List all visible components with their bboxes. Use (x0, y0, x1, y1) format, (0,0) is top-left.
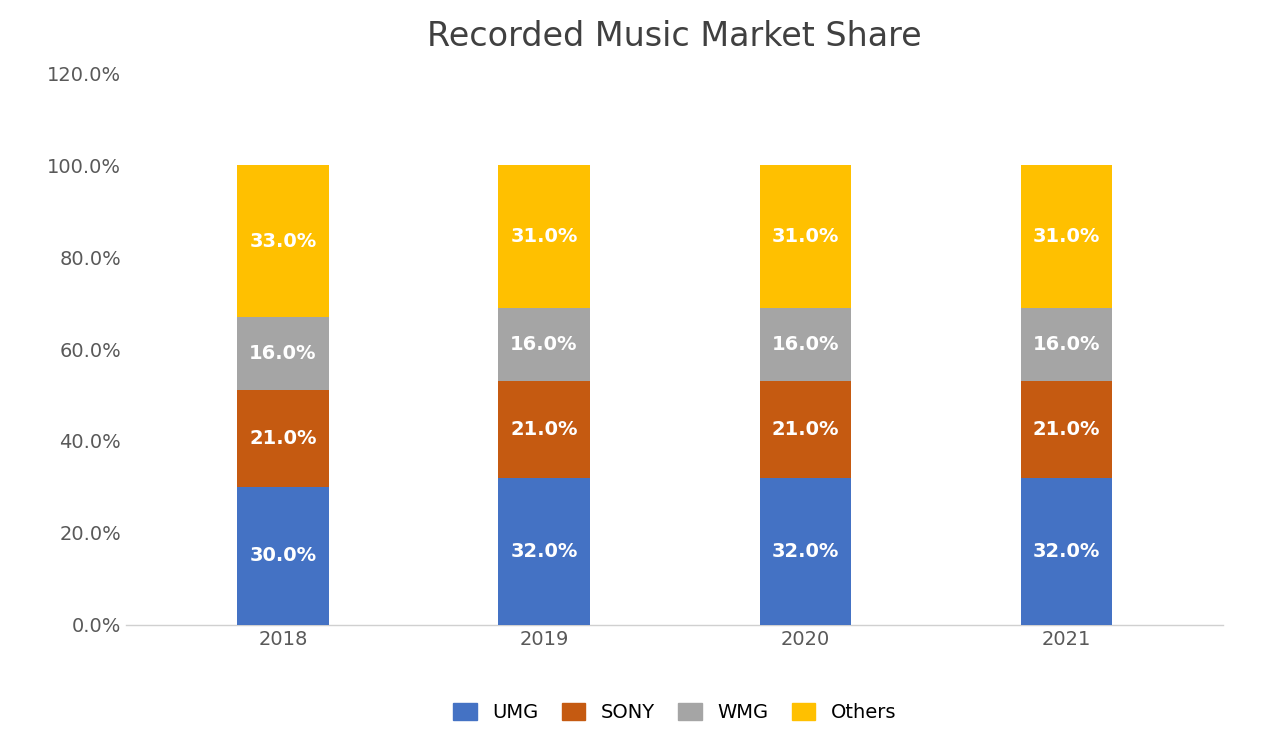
Text: 16.0%: 16.0% (772, 335, 839, 354)
Text: 30.0%: 30.0% (250, 546, 317, 565)
Bar (498, 381, 590, 478)
Title: Recorded Music Market Share: Recorded Music Market Share (427, 20, 922, 53)
Text: 31.0%: 31.0% (772, 227, 839, 246)
Bar (237, 317, 329, 390)
Text: 16.0%: 16.0% (511, 335, 578, 354)
Text: 16.0%: 16.0% (250, 344, 317, 363)
Text: 32.0%: 32.0% (1033, 542, 1100, 561)
Bar (1020, 478, 1112, 625)
Bar (237, 487, 329, 625)
Bar (237, 390, 329, 487)
Bar (759, 308, 851, 381)
Bar (1020, 381, 1112, 478)
Text: 21.0%: 21.0% (1033, 420, 1100, 439)
Text: 21.0%: 21.0% (511, 420, 578, 439)
Bar (1020, 308, 1112, 381)
Bar (498, 308, 590, 381)
Text: 21.0%: 21.0% (772, 420, 839, 439)
Text: 16.0%: 16.0% (1033, 335, 1100, 354)
Bar (237, 165, 329, 317)
Bar (759, 165, 851, 308)
Bar (498, 165, 590, 308)
Bar (759, 381, 851, 478)
Bar (759, 478, 851, 625)
Text: 21.0%: 21.0% (250, 429, 317, 448)
Text: 31.0%: 31.0% (511, 227, 578, 246)
Text: 32.0%: 32.0% (511, 542, 578, 561)
Text: 32.0%: 32.0% (772, 542, 839, 561)
Bar (498, 478, 590, 625)
Bar (1020, 165, 1112, 308)
Text: 33.0%: 33.0% (250, 232, 317, 251)
Text: 31.0%: 31.0% (1033, 227, 1100, 246)
Legend: UMG, SONY, WMG, Others: UMG, SONY, WMG, Others (445, 695, 904, 730)
